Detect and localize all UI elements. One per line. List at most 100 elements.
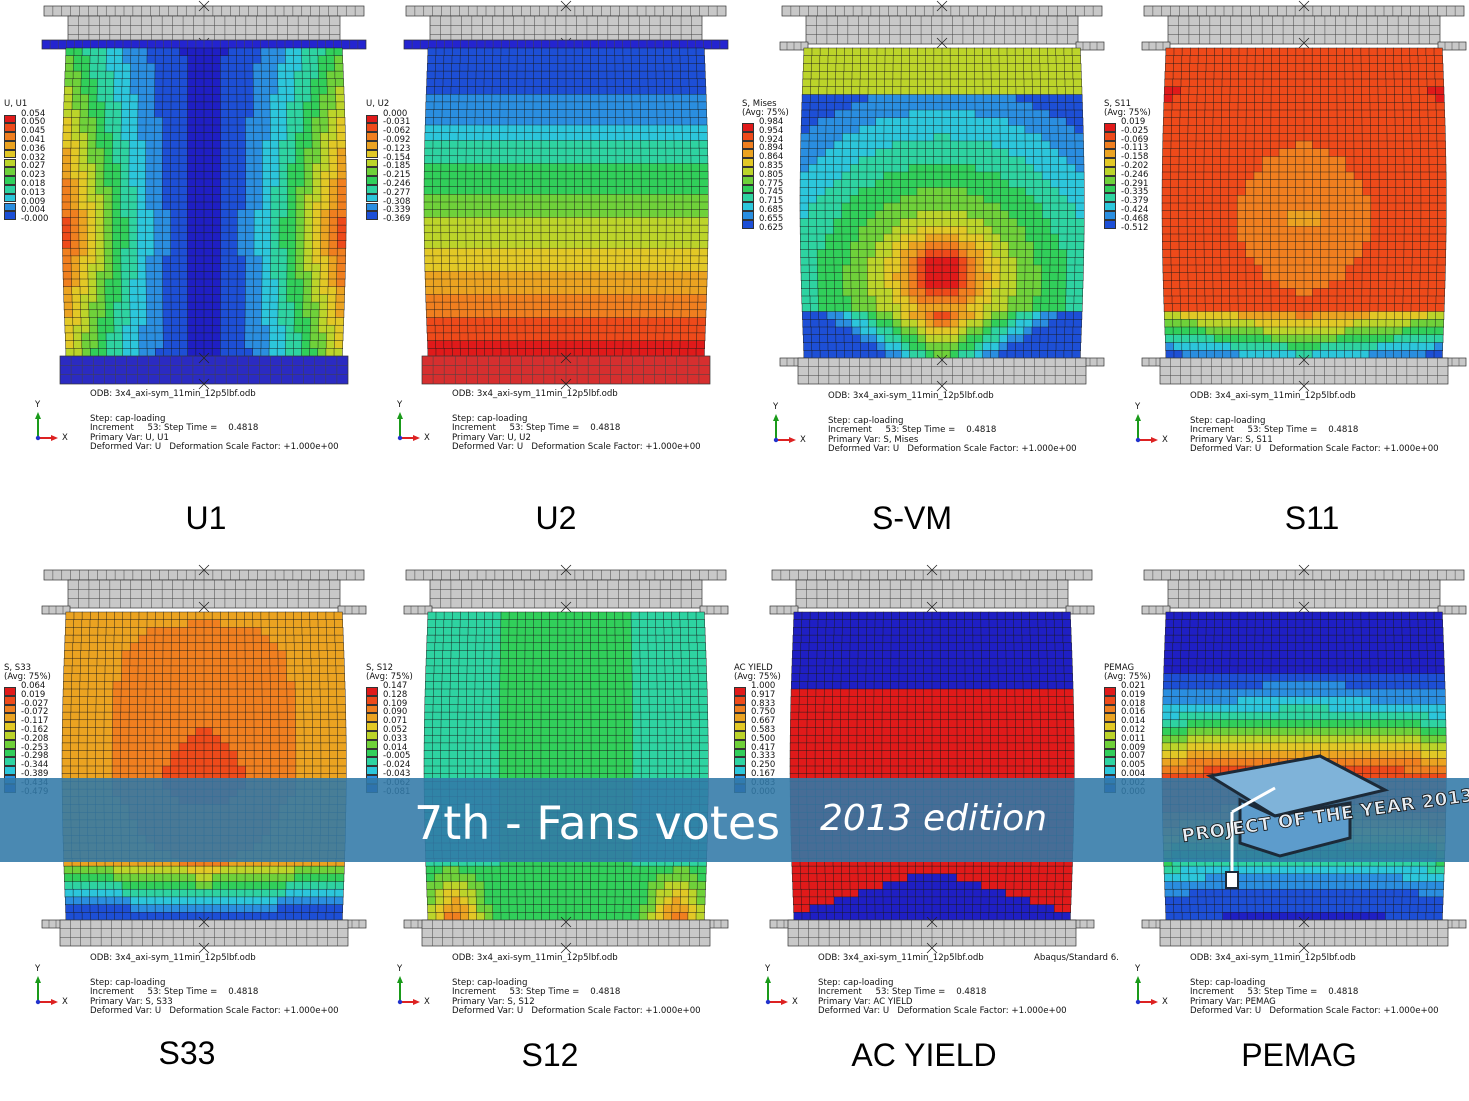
mesh-cell [549, 301, 559, 311]
mesh-cell [648, 93, 658, 103]
mesh-cell [1008, 171, 1018, 181]
mesh-cell [1287, 94, 1297, 103]
mesh-cell [146, 317, 156, 326]
mesh-cell [884, 47, 894, 57]
mesh-cell [112, 124, 122, 134]
mesh-cell [925, 350, 935, 359]
mesh-cell [179, 332, 189, 342]
mesh-cell [424, 247, 434, 257]
mesh-cell [573, 47, 583, 57]
mesh-cell [228, 263, 238, 272]
mesh-cell [1058, 233, 1068, 243]
mesh-cell [103, 232, 113, 242]
mesh-cell [103, 155, 113, 165]
mesh-cell [1369, 63, 1378, 72]
mesh-cell [655, 63, 665, 72]
mesh-cell [318, 70, 328, 80]
mesh-cell [111, 194, 121, 203]
mesh-cell [178, 278, 188, 288]
mesh-cell [624, 194, 634, 203]
mesh-cell [883, 241, 893, 251]
mesh-cell [320, 255, 330, 265]
mesh-cell [170, 155, 180, 165]
mesh-cell [524, 78, 534, 88]
mesh-cell [983, 179, 993, 189]
mesh-cell [590, 163, 600, 172]
mesh-cell [688, 317, 698, 326]
mesh-cell [966, 125, 976, 134]
mesh-cell [145, 170, 155, 180]
mesh-cell [440, 232, 450, 242]
step-info: Step: cap-loading Increment 53: Step Time… [828, 416, 1077, 455]
mesh-cell [868, 47, 878, 57]
mesh-cell [179, 63, 189, 72]
mesh-cell [154, 294, 164, 303]
mesh-cell [802, 326, 812, 336]
mesh-cell [154, 55, 164, 64]
mesh-cell [1162, 164, 1172, 173]
mesh-cell [86, 217, 96, 226]
mesh-cell [211, 86, 221, 95]
mesh-cell [925, 125, 935, 134]
mesh-cell [449, 240, 459, 249]
mesh-cell [466, 278, 476, 288]
mesh-cell [1411, 102, 1421, 111]
mesh-cell [195, 124, 205, 134]
mesh-cell [457, 255, 467, 265]
mesh-cell [154, 109, 164, 118]
mesh-cell [1320, 202, 1330, 212]
mesh-cell [941, 241, 951, 251]
mesh-cell [540, 186, 550, 195]
mesh-cell [826, 295, 836, 305]
mesh-cell [136, 209, 147, 218]
mesh-cell [1221, 102, 1231, 111]
mesh-cell [991, 233, 1001, 243]
mesh-cell [1328, 102, 1338, 111]
mesh-cell [665, 186, 676, 195]
mesh-cell [310, 78, 320, 88]
mesh-cell [459, 55, 469, 64]
mesh-cell [303, 178, 314, 188]
mesh-cell [491, 101, 501, 111]
mesh-cell [1007, 288, 1017, 297]
mesh-cell [640, 194, 651, 203]
mesh-cell [515, 178, 525, 188]
mesh-cell [1420, 148, 1430, 158]
mesh-cell [245, 255, 255, 265]
mesh-cell [500, 348, 510, 357]
mesh-cell [917, 94, 927, 103]
mesh-cell [1016, 233, 1026, 243]
mesh-cell [78, 217, 88, 226]
mesh-cell [983, 249, 993, 258]
mesh-cell [599, 224, 609, 234]
mesh-cell [245, 101, 255, 111]
mesh-cell [1386, 133, 1396, 142]
mesh-cell [475, 78, 485, 88]
mesh-cell [327, 278, 337, 288]
mesh-cell [524, 194, 534, 203]
mesh-cell [901, 350, 911, 359]
mesh-cell [1041, 148, 1051, 158]
mesh-cell [423, 186, 433, 195]
mesh-cell [623, 294, 633, 303]
mesh-cell [892, 319, 902, 328]
mesh-cell [1295, 226, 1305, 235]
mesh-cell [465, 201, 475, 211]
mesh-cell [991, 202, 1001, 212]
mesh-cell [236, 332, 246, 342]
mesh-cell [187, 340, 197, 349]
mesh-cell [999, 288, 1009, 297]
mesh-cell [540, 132, 550, 141]
mesh-cell [153, 147, 163, 157]
mesh-cell [639, 70, 649, 80]
mesh-cell [187, 224, 197, 234]
mesh-cell [1429, 218, 1439, 227]
mesh-cell [1040, 319, 1050, 328]
mesh-cell [983, 117, 993, 127]
mesh-cell [228, 86, 238, 95]
mesh-cell [129, 117, 139, 126]
mesh-cell [104, 286, 114, 295]
mesh-cell [71, 124, 81, 134]
mesh-cell [843, 311, 853, 320]
mesh-cell [582, 201, 592, 211]
